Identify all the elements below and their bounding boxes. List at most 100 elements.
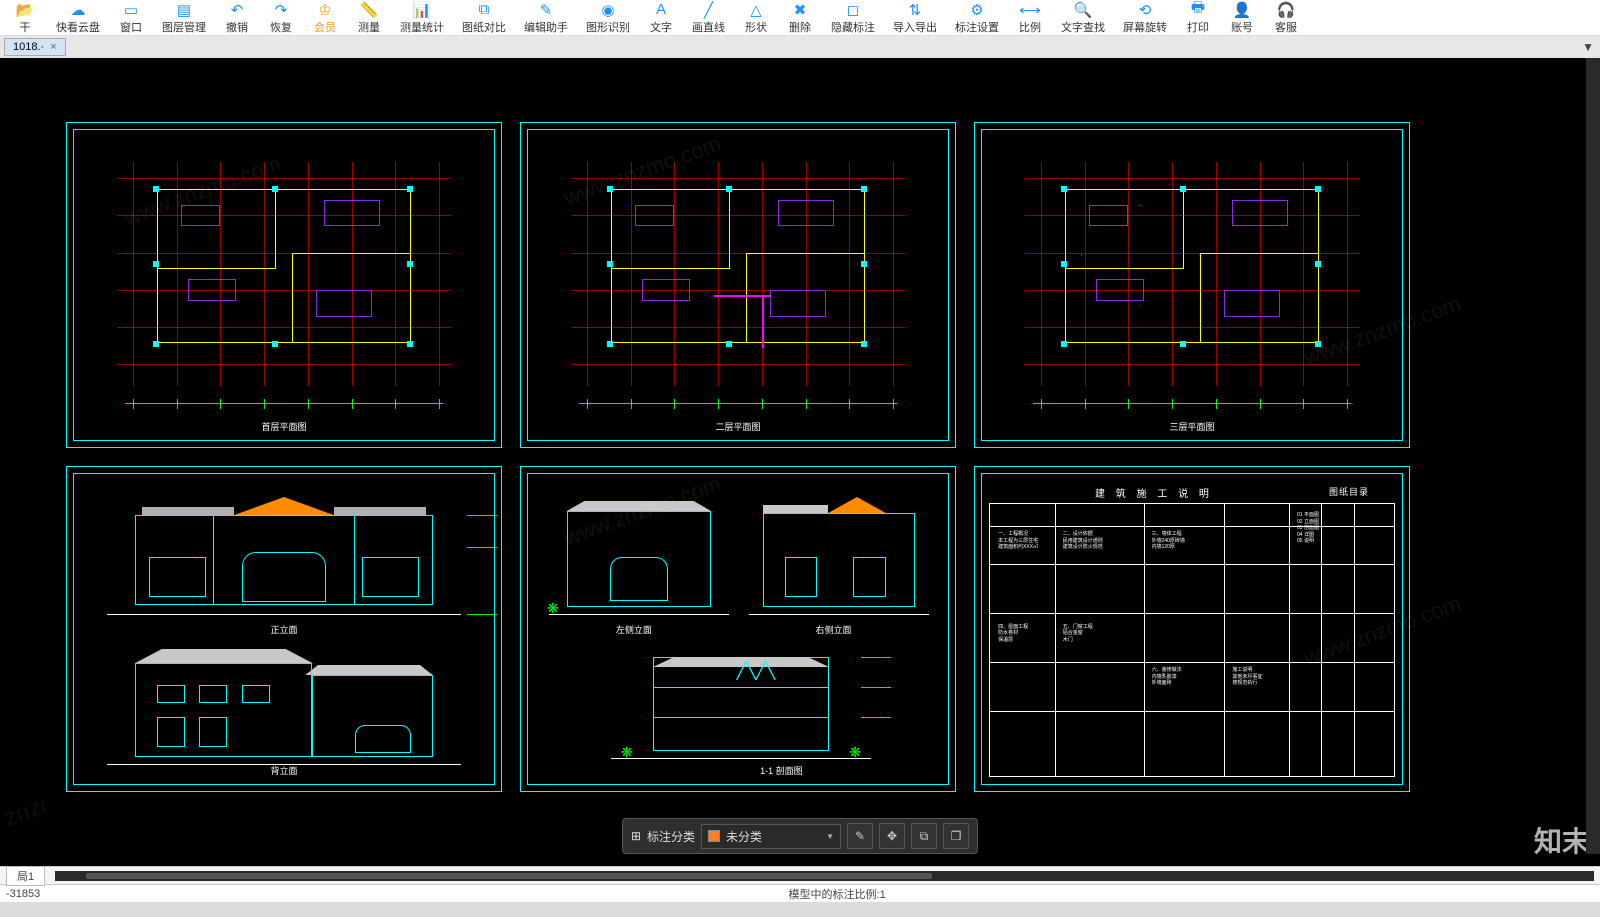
find-text-icon: 🔍 (1074, 1, 1092, 19)
account-button[interactable]: 👤账号 (1221, 0, 1263, 37)
tool-label: 形状 (745, 19, 767, 35)
floorplan-2 (539, 141, 937, 407)
compare-button[interactable]: ⧉图纸对比 (454, 0, 514, 37)
undo-button[interactable]: ↶撤销 (216, 0, 258, 37)
vip-button[interactable]: ♔会员 (304, 0, 346, 37)
floorplan-1 (85, 141, 483, 407)
elev-label: 正立面 (270, 623, 297, 636)
tool-label: 窗口 (120, 19, 142, 35)
layout-tabbar: 局1 (0, 866, 1600, 884)
layers-button[interactable]: ▤图层管理 (154, 0, 214, 37)
redo-button[interactable]: ↷恢复 (260, 0, 302, 37)
tool-label: 画直线 (692, 19, 725, 35)
class-dropdown[interactable]: 未分类 (701, 824, 841, 849)
close-icon[interactable]: × (50, 41, 56, 53)
floorplan-3 (993, 141, 1391, 407)
tool-label: 测量 (358, 19, 380, 35)
tool-label: 会员 (314, 19, 336, 35)
spec-title: 建 筑 施 工 说 明 (1095, 485, 1213, 500)
tool-label: 编辑助手 (524, 19, 568, 35)
edit-helper-icon: ✎ (537, 1, 555, 19)
grid-icon[interactable]: ⊞ (631, 829, 641, 843)
recognize-button[interactable]: ◉图形识别 (578, 0, 638, 37)
sheet-label: 三层平面图 (1169, 420, 1214, 433)
hide-anno-button[interactable]: ◻隐藏标注 (823, 0, 883, 37)
sheet-elevation-1: 正立面 背立面 (66, 466, 502, 792)
annotation-toolbar: ⊞ 标注分类 未分类 ✎ ✥ ⧉ ❐ (622, 818, 978, 854)
horizontal-scrollbar[interactable] (55, 871, 1594, 881)
account-icon: 👤 (1233, 1, 1251, 19)
sheet-elevation-2: ❋ 左侧立面 右侧立面 ╱╲╱╲ ❋ ❋ 1-1 剖面图 (520, 466, 956, 792)
sheet-label: 二层平面图 (715, 420, 760, 433)
import-export-icon: ⇅ (906, 1, 924, 19)
layers-icon[interactable]: ❐ (943, 823, 969, 849)
line-button[interactable]: ╱画直线 (684, 0, 733, 37)
class-value: 未分类 (726, 828, 762, 845)
layout-tab[interactable]: 局1 (6, 866, 45, 886)
footer-strip (0, 902, 1600, 917)
spec-table: 一、工程概况本工程为三层住宅建筑面积约XXX㎡ 二、设计依据民用建筑设计通则建筑… (989, 503, 1395, 777)
delete-icon: ✖ (791, 1, 809, 19)
front-elevation (107, 497, 461, 627)
service-button[interactable]: 🎧客服 (1265, 0, 1307, 37)
text-button[interactable]: A文字 (640, 0, 682, 37)
delete-button[interactable]: ✖删除 (779, 0, 821, 37)
main-toolbar: 📂干☁快看云盘▭窗口▤图层管理↶撤销↷恢复♔会员📏测量📊测量统计⧉图纸对比✎编辑… (0, 0, 1600, 36)
spec-title2: 图纸目录 (1329, 485, 1369, 498)
elev-label: 背立面 (270, 764, 297, 777)
text-icon: A (652, 1, 670, 19)
color-swatch (708, 830, 720, 842)
document-tab[interactable]: 1018.· × (4, 38, 66, 56)
find-text-button[interactable]: 🔍文字查找 (1053, 0, 1113, 37)
print-button[interactable]: 🖶打印 (1177, 0, 1219, 37)
right-elevation (749, 497, 929, 627)
sheet-floor2: 二层平面图 (520, 122, 956, 448)
window-icon: ▭ (122, 1, 140, 19)
rotate-icon: ⟲ (1136, 1, 1154, 19)
edit-helper-button[interactable]: ✎编辑助手 (516, 0, 576, 37)
sheet-floor1: 首层平面图 (66, 122, 502, 448)
tool-label: 恢复 (270, 19, 292, 35)
cloud-button[interactable]: ☁快看云盘 (48, 0, 108, 37)
anno-class-label: 标注分类 (647, 828, 695, 845)
shape-button[interactable]: △形状 (735, 0, 777, 37)
drawing-canvas[interactable]: 首层平面图 二层平面图 三层平面图 正立面 (0, 58, 1600, 866)
tool-label: 屏幕旋转 (1123, 19, 1167, 35)
coord-readout: -31853 (6, 888, 40, 900)
elev-label: 左侧立面 (616, 623, 652, 636)
copy-icon[interactable]: ⧉ (911, 823, 937, 849)
tab-dropdown-icon[interactable]: ▼ (1582, 40, 1600, 54)
measure-icon: 📏 (360, 1, 378, 19)
tool-label: 隐藏标注 (831, 19, 875, 35)
line-icon: ╱ (700, 1, 718, 19)
rotate-button[interactable]: ⟲屏幕旋转 (1115, 0, 1175, 37)
anno-settings-icon: ⚙ (968, 1, 986, 19)
cloud-icon: ☁ (69, 1, 87, 19)
vertical-scrollbar[interactable] (1586, 58, 1600, 854)
edit-icon[interactable]: ✎ (847, 823, 873, 849)
tool-label: 标注设置 (955, 19, 999, 35)
tool-label: 删除 (789, 19, 811, 35)
open-button[interactable]: 📂干 (4, 0, 46, 37)
tool-label: 客服 (1275, 19, 1297, 35)
shape-icon: △ (747, 1, 765, 19)
back-elevation (107, 645, 461, 775)
tool-label: 测量统计 (400, 19, 444, 35)
anno-settings-button[interactable]: ⚙标注设置 (947, 0, 1007, 37)
ratio-button[interactable]: ⟷比例 (1009, 0, 1051, 37)
measure-stat-button[interactable]: 📊测量统计 (392, 0, 452, 37)
tool-label: 比例 (1019, 19, 1041, 35)
tool-label: 干 (20, 19, 31, 35)
window-button[interactable]: ▭窗口 (110, 0, 152, 37)
document-tabbar: 1018.· × ▼ (0, 36, 1600, 58)
layers-icon: ▤ (175, 1, 193, 19)
tool-label: 图层管理 (162, 19, 206, 35)
tool-label: 快看云盘 (56, 19, 100, 35)
sheet-spec: 建 筑 施 工 说 明 图纸目录 一、工程概况本工程为三层住宅建筑面积约XXX㎡… (974, 466, 1410, 792)
measure-button[interactable]: 📏测量 (348, 0, 390, 37)
compare-icon: ⧉ (475, 1, 493, 19)
import-export-button[interactable]: ⇅导入导出 (885, 0, 945, 37)
status-bar: -31853 模型中的标注比例:1 (0, 884, 1600, 902)
tool-label: 导入导出 (893, 19, 937, 35)
move-icon[interactable]: ✥ (879, 823, 905, 849)
